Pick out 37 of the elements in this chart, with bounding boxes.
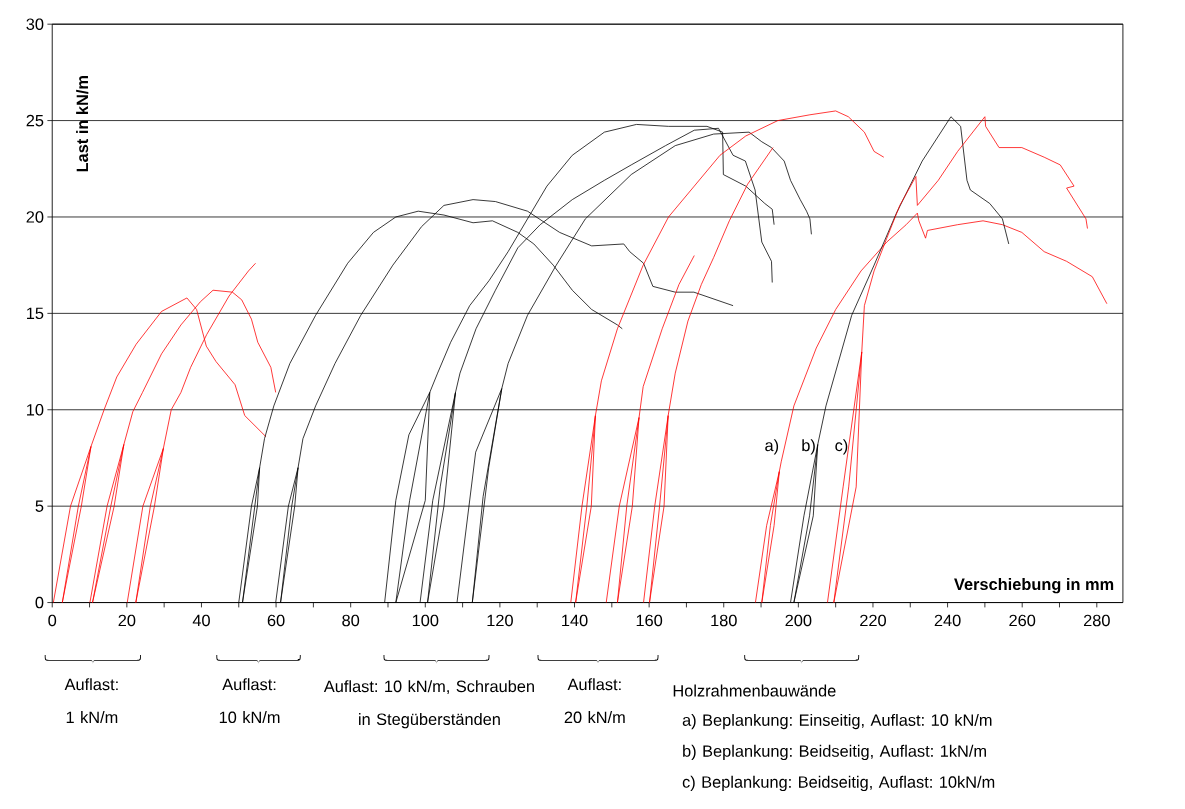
x-tick-label: 220: [860, 614, 886, 627]
y-tick-label: 30: [26, 18, 44, 31]
x-tick-label: 260: [1009, 614, 1036, 627]
x-tick-label: 160: [636, 614, 663, 627]
x-tick-label: 180: [711, 614, 737, 627]
annotation: b): [802, 439, 815, 455]
x-tick-label: 100: [412, 614, 439, 627]
y-axis-title: Last in kN/m: [76, 76, 89, 172]
y-tick-label: 15: [27, 307, 44, 320]
annotation: c): [835, 439, 848, 455]
text: c) Beplankung: Beidseitig, Auflast: 10kN/m: [682, 776, 995, 792]
x-tick-label: 120: [487, 614, 513, 627]
x-tick-label: 200: [785, 614, 812, 627]
x-tick-label: 60: [267, 614, 285, 627]
x-tick-label: 240: [934, 614, 961, 627]
text: Auflast: 1 kN/m: [64, 678, 118, 724]
x-tick-label: 80: [342, 614, 360, 627]
annotation: a): [765, 439, 779, 455]
line-series: [570, 110, 885, 604]
x-tick-label: 0: [48, 614, 57, 627]
text: a) Beplankung: Einseitig, Auflast: 10 kN/m: [682, 714, 992, 730]
y-tick-label: 0: [35, 596, 44, 609]
x-tick-label: 40: [192, 614, 210, 627]
y-tick-label: 10: [27, 404, 44, 416]
x-axis-title: Verschiebung in mm: [954, 578, 1114, 594]
x-tick-label: 280: [1083, 614, 1110, 627]
text: Auflast: 10 kN/m, Schrauben in Stegüberständen: [323, 680, 534, 729]
text: Auflast: 10 kN/m: [219, 678, 280, 724]
line-series: [605, 255, 695, 604]
x-tick-label: 20: [118, 614, 136, 627]
text: b) Beplankung: Beidseitig, Auflast: 1kN/m: [683, 745, 986, 761]
y-tick-label: 25: [26, 114, 44, 127]
text: Holzrahmenbauwände: [673, 684, 836, 697]
x-tick-label: 140: [562, 614, 588, 627]
text: Auflast: 20 kN/m: [564, 678, 625, 724]
y-tick-label: 20: [26, 211, 44, 223]
y-tick-label: 5: [35, 500, 44, 513]
